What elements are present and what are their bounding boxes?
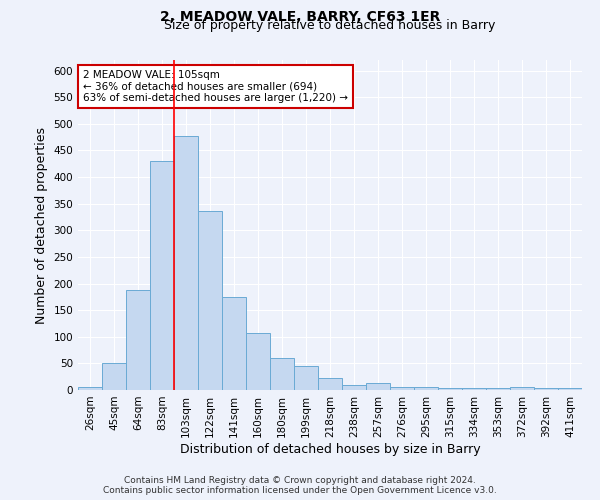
Bar — [294, 366, 318, 390]
Text: 2, MEADOW VALE, BARRY, CF63 1ER: 2, MEADOW VALE, BARRY, CF63 1ER — [160, 10, 440, 24]
Bar — [222, 297, 246, 390]
Bar — [126, 290, 150, 390]
Bar — [174, 136, 198, 390]
Text: 2 MEADOW VALE: 105sqm
← 36% of detached houses are smaller (694)
63% of semi-det: 2 MEADOW VALE: 105sqm ← 36% of detached … — [83, 70, 348, 103]
Bar — [558, 388, 582, 390]
Bar — [150, 161, 174, 390]
Bar — [438, 388, 462, 390]
Bar — [198, 210, 222, 390]
X-axis label: Distribution of detached houses by size in Barry: Distribution of detached houses by size … — [179, 442, 481, 456]
Text: Contains HM Land Registry data © Crown copyright and database right 2024.
Contai: Contains HM Land Registry data © Crown c… — [103, 476, 497, 495]
Bar — [462, 388, 486, 390]
Title: Size of property relative to detached houses in Barry: Size of property relative to detached ho… — [164, 20, 496, 32]
Bar — [390, 387, 414, 390]
Bar — [102, 364, 126, 390]
Bar — [270, 358, 294, 390]
Bar — [342, 384, 366, 390]
Bar — [366, 383, 390, 390]
Bar — [78, 388, 102, 390]
Bar — [318, 378, 342, 390]
Bar — [414, 388, 438, 390]
Bar — [486, 388, 510, 390]
Bar — [246, 332, 270, 390]
Bar — [510, 388, 534, 390]
Y-axis label: Number of detached properties: Number of detached properties — [35, 126, 48, 324]
Bar — [534, 388, 558, 390]
